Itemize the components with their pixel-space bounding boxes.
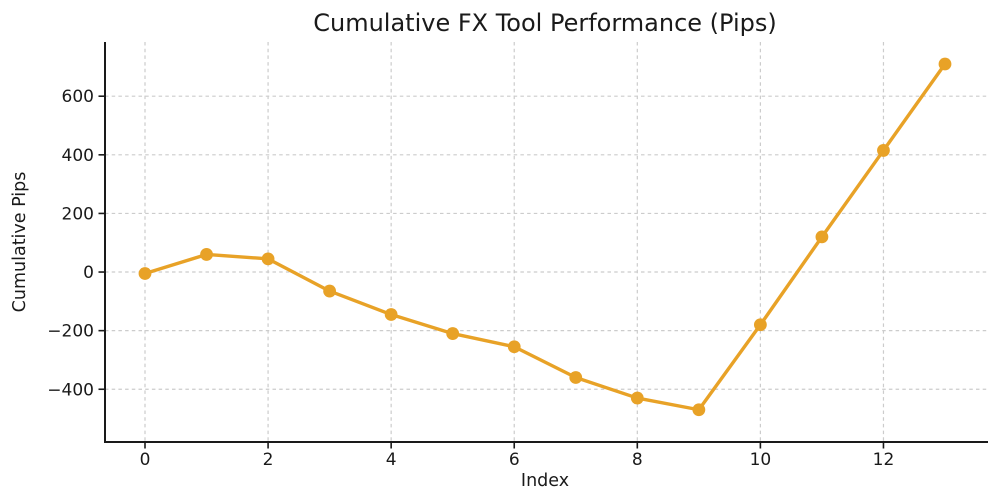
x-tick-label: 2 (263, 450, 274, 470)
chart-title: Cumulative FX Tool Performance (Pips) (313, 9, 777, 37)
y-tick-label: 600 (62, 87, 94, 107)
y-tick-label: 400 (62, 146, 94, 166)
y-tick-label: 0 (83, 263, 94, 283)
y-tick-label: −200 (47, 322, 94, 342)
x-tick-label: 6 (509, 450, 520, 470)
data-point (138, 267, 152, 280)
data-point (261, 252, 275, 266)
data-line (143, 62, 947, 412)
data-point (753, 318, 767, 332)
x-axis-label: Index (521, 471, 569, 491)
x-tick-label: 10 (750, 450, 772, 470)
x-tick-label: 8 (632, 450, 643, 470)
y-tick-label: 200 (62, 204, 94, 224)
y-tick-label: −400 (47, 380, 94, 400)
axes: 0 2 4 6 8 10 12 −400 −200 0 200 400 600 (47, 42, 988, 470)
data-point (692, 403, 706, 417)
x-tick-label: 0 (140, 450, 151, 470)
data-point (630, 391, 644, 405)
x-tick-label: 12 (873, 450, 895, 470)
data-point (815, 230, 829, 244)
data-point (200, 248, 213, 261)
data-point (446, 327, 460, 340)
x-tick-label: 4 (386, 450, 397, 470)
data-point (323, 284, 337, 298)
y-axis-label: Cumulative Pips (10, 172, 30, 313)
data-point (384, 308, 398, 321)
data-series (138, 57, 952, 417)
gridlines (105, 42, 988, 442)
data-point (507, 340, 521, 354)
data-point (877, 144, 890, 157)
data-point (569, 371, 583, 384)
data-point (938, 57, 952, 71)
